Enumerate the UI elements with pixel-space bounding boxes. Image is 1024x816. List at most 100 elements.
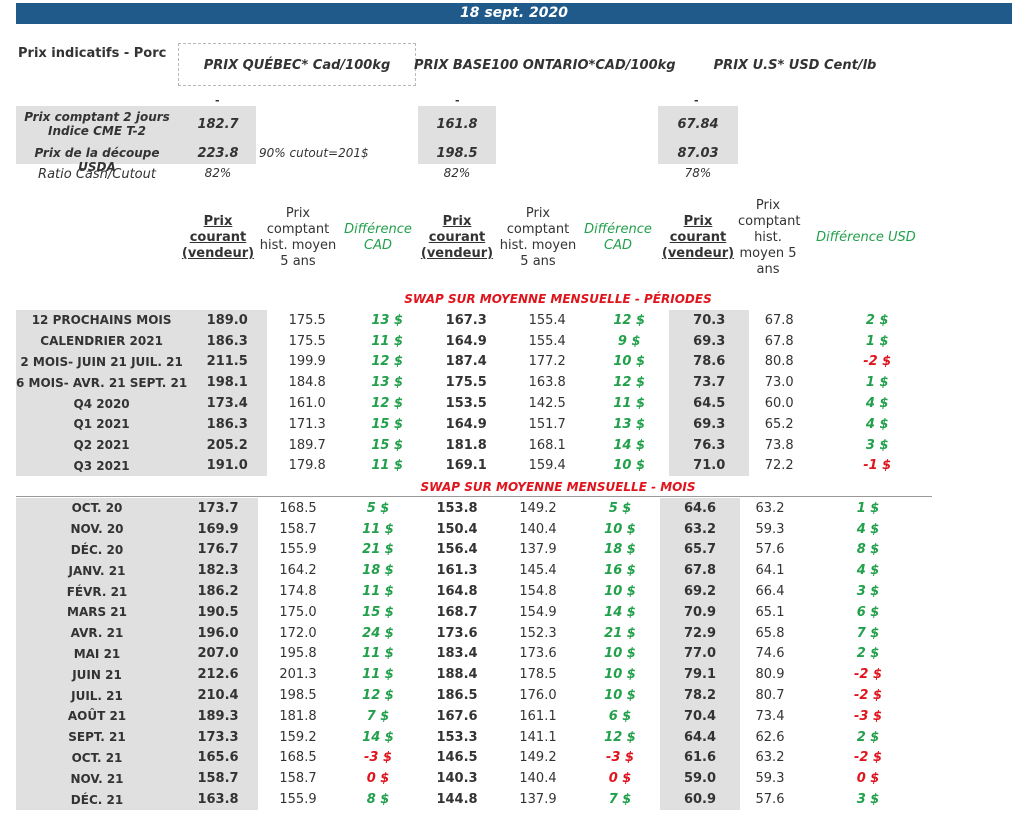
table-row: OCT. 20 173.7 168.5 5 $ 153.8 149.2 5 $ 64.6 63.… (16, 498, 936, 519)
quebec-current-cell: 198.1 (187, 372, 268, 394)
ontario-hist-cell: 155.4 (528, 333, 566, 349)
ontario-diff-cell: 16 $ (604, 563, 636, 579)
ontario-diff-cell: 7 $ (608, 792, 632, 808)
us-dash: - (694, 94, 699, 107)
us-diff-cell: 2 $ (865, 312, 889, 328)
us-cutout-value: 87.03 (677, 146, 719, 161)
us-current-cell: 78.2 (660, 685, 740, 706)
quebec-diff-cell: 11 $ (362, 521, 394, 537)
quebec-hist-cell: 155.9 (279, 542, 317, 558)
ontario-current-cell: 153.8 (436, 500, 478, 516)
row-label: FÉVR. 21 (16, 581, 178, 602)
table-row: DÉC. 20 176.7 155.9 21 $ 156.4 137.9 18 $ 65.7 5… (16, 539, 936, 561)
table-row: JUIN 21 212.6 201.3 11 $ 188.4 178.5 10 $ 79.1 8… (16, 664, 936, 686)
ontario-diff-cell: 21 $ (604, 625, 636, 641)
quebec-current-cell: 169.9 (178, 518, 258, 540)
us-hist-cell: 67.8 (764, 333, 794, 349)
header-hist-line: hist. moyen (499, 238, 577, 253)
quebec-hist-cell: 175.5 (288, 333, 326, 349)
us-diff-cell: 6 $ (856, 604, 880, 620)
quebec-current-cell: 186.3 (187, 413, 268, 435)
ontario-ratio: 82% (443, 166, 471, 180)
quebec-hist-cell: 189.7 (288, 437, 326, 453)
quebec-current-cell: 210.4 (178, 685, 258, 706)
quebec-hist-cell: 179.8 (288, 458, 326, 474)
quebec-diff-cell: 21 $ (362, 542, 394, 558)
ontario-current-cell: 181.8 (445, 437, 487, 453)
row-label: 2 MOIS- JUIN 21 JUIL. 21 (16, 351, 188, 373)
quebec-hist-cell: 172.0 (279, 625, 317, 641)
header-diff-line: CAD (364, 238, 392, 253)
ontario-diff-cell: 0 $ (608, 771, 632, 787)
us-current-cell: 78.6 (669, 351, 750, 373)
quebec-current-cell: 163.8 (178, 789, 258, 810)
table-row: Q3 2021 191.0 179.8 11 $ 169.1 159.4 10 $ 71.0 7… (16, 455, 945, 477)
quebec-current-cell: 191.0 (187, 455, 268, 477)
us-hist-cell: 65.1 (755, 604, 785, 620)
row-label: DÉC. 20 (16, 539, 178, 561)
ontario-diff-cell: 10 $ (604, 521, 636, 537)
us-diff-cell: 8 $ (856, 542, 880, 558)
table-row: Q4 2020 173.4 161.0 12 $ 153.5 142.5 11 $ 64.5 6… (16, 393, 945, 414)
quebec-diff-cell: 15 $ (371, 437, 404, 453)
quebec-current-cell: 189.0 (187, 310, 268, 331)
us-current-cell: 61.6 (660, 747, 740, 769)
quebec-diff-cell: 11 $ (371, 333, 404, 349)
us-hist-cell: 67.8 (764, 312, 794, 328)
us-hist-cell: 80.8 (764, 354, 794, 370)
ontario-diff-cell: 10 $ (604, 688, 636, 704)
us-current-cell: 65.7 (660, 539, 740, 561)
quebec-header-box (178, 43, 416, 86)
us-current-cell: 63.2 (660, 518, 740, 540)
row-label: JUIL. 21 (16, 685, 178, 706)
table-row: 6 MOIS- AVR. 21 SEPT. 21 198.1 184.8 13 $ 17… (16, 372, 945, 394)
header-current-line: Prix (442, 214, 472, 229)
row-label: Q3 2021 (16, 455, 188, 477)
ontario-diff-cell: 5 $ (608, 500, 632, 516)
ontario-current-cell: 164.8 (436, 584, 478, 600)
row-label: MARS 21 (16, 601, 178, 623)
quebec-current-cell: 158.7 (178, 768, 258, 790)
quebec-diff-cell: 11 $ (362, 646, 394, 662)
ontario-hist-cell: 137.9 (519, 792, 557, 808)
us-hist-cell: 59.3 (755, 771, 785, 787)
header-hist-line: Prix (525, 206, 551, 221)
quebec-hist-cell: 155.9 (279, 792, 317, 808)
ontario-current-cell: 188.4 (436, 667, 478, 683)
quebec-hist-cell: 158.7 (279, 771, 317, 787)
table-row: DÉC. 21 163.8 155.9 8 $ 144.8 137.9 7 $ 60.9 57.… (16, 789, 936, 810)
quebec-diff-cell: 15 $ (362, 604, 394, 620)
ontario-current-cell: 167.6 (436, 708, 478, 724)
header-current-line: courant (669, 230, 727, 245)
ontario-diff-cell: 12 $ (613, 312, 646, 328)
quebec-current-cell: 189.3 (178, 705, 258, 727)
row-label: MAI 21 (16, 643, 178, 665)
ontario-diff-cell: 11 $ (613, 396, 646, 412)
ontario-hist-cell: 149.2 (519, 750, 557, 766)
us-hist-cell: 74.6 (755, 646, 785, 662)
ontario-current-cell: 146.5 (436, 750, 478, 766)
ontario-hist-cell: 145.4 (519, 563, 557, 579)
us-current-cell: 59.0 (660, 768, 740, 790)
row-label: Q4 2020 (16, 393, 188, 414)
periods-section-title: SWAP SUR MOYENNE MENSUELLE - PÉRIODES (404, 292, 712, 306)
us-hist-cell: 73.8 (764, 437, 794, 453)
ontario-hist-cell: 155.4 (528, 312, 566, 328)
quebec-diff-cell: 24 $ (362, 625, 394, 641)
ontario-cash-value: 161.8 (436, 117, 478, 132)
header-diff-line: CAD (604, 238, 632, 253)
us-hist-cell: 60.0 (764, 396, 794, 412)
header-diff-line: Différence (344, 222, 412, 237)
ontario-hist-cell: 154.9 (519, 604, 557, 620)
ontario-current-cell: 153.3 (436, 729, 478, 745)
quebec-diff-cell: 8 $ (366, 792, 390, 808)
ontario-diff-cell: 12 $ (613, 375, 646, 391)
ontario-dash: - (455, 94, 460, 107)
table-row: OCT. 21 165.6 168.5 -3 $ 146.5 149.2 -3 $ 61.6 6… (16, 747, 936, 769)
us-diff-cell: 4 $ (856, 563, 880, 579)
us-current-cell: 69.3 (669, 330, 750, 352)
header-current-line: courant (428, 230, 486, 245)
header-hist-line: comptant (506, 222, 570, 237)
ontario-current-cell: 167.3 (445, 312, 487, 328)
quebec-diff-cell: 13 $ (371, 375, 404, 391)
